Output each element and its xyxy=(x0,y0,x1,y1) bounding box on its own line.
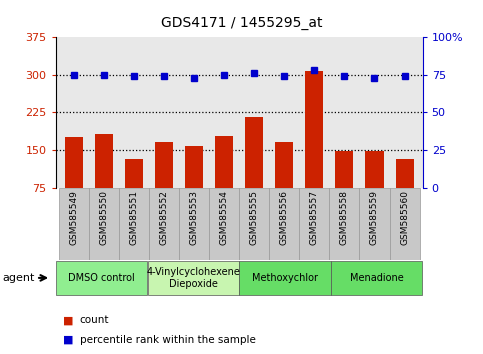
Bar xyxy=(119,188,149,260)
Bar xyxy=(215,136,233,188)
Text: GSM585550: GSM585550 xyxy=(99,190,108,245)
Bar xyxy=(299,188,329,260)
Bar xyxy=(269,188,299,260)
Text: Methoxychlor: Methoxychlor xyxy=(252,273,318,283)
Bar xyxy=(359,188,389,260)
Text: ■: ■ xyxy=(63,335,73,345)
Text: percentile rank within the sample: percentile rank within the sample xyxy=(80,335,256,345)
Bar xyxy=(335,151,354,188)
Text: GSM585556: GSM585556 xyxy=(280,190,289,245)
Text: GSM585552: GSM585552 xyxy=(159,190,169,245)
Bar xyxy=(65,137,83,188)
Text: GSM585557: GSM585557 xyxy=(310,190,319,245)
Text: ■: ■ xyxy=(63,315,73,325)
Bar xyxy=(56,261,147,295)
Text: GSM585555: GSM585555 xyxy=(250,190,258,245)
Text: GSM585559: GSM585559 xyxy=(370,190,379,245)
Text: agent: agent xyxy=(2,273,35,283)
Bar xyxy=(89,188,119,260)
Bar xyxy=(149,188,179,260)
Bar xyxy=(305,71,323,188)
Text: GDS4171 / 1455295_at: GDS4171 / 1455295_at xyxy=(161,16,322,30)
Text: GSM585558: GSM585558 xyxy=(340,190,349,245)
Text: Menadione: Menadione xyxy=(350,273,404,283)
Bar xyxy=(185,146,203,188)
Bar xyxy=(396,159,413,188)
Bar xyxy=(240,261,330,295)
Text: GSM585549: GSM585549 xyxy=(69,190,78,245)
Bar xyxy=(239,188,269,260)
Bar xyxy=(329,188,359,260)
Bar xyxy=(155,143,173,188)
Text: GSM585560: GSM585560 xyxy=(400,190,409,245)
Text: 4-Vinylcyclohexene
Diepoxide: 4-Vinylcyclohexene Diepoxide xyxy=(146,267,240,289)
Text: GSM585554: GSM585554 xyxy=(220,190,228,245)
Bar xyxy=(209,188,239,260)
Text: count: count xyxy=(80,315,109,325)
Bar xyxy=(331,261,422,295)
Bar xyxy=(245,118,263,188)
Text: GSM585553: GSM585553 xyxy=(189,190,199,245)
Bar xyxy=(389,188,420,260)
Text: DMSO control: DMSO control xyxy=(68,273,135,283)
Bar xyxy=(179,188,209,260)
Bar xyxy=(58,188,89,260)
Bar xyxy=(275,143,293,188)
Bar xyxy=(95,134,113,188)
Bar xyxy=(125,159,143,188)
Text: GSM585551: GSM585551 xyxy=(129,190,138,245)
Bar xyxy=(366,151,384,188)
Bar xyxy=(148,261,239,295)
